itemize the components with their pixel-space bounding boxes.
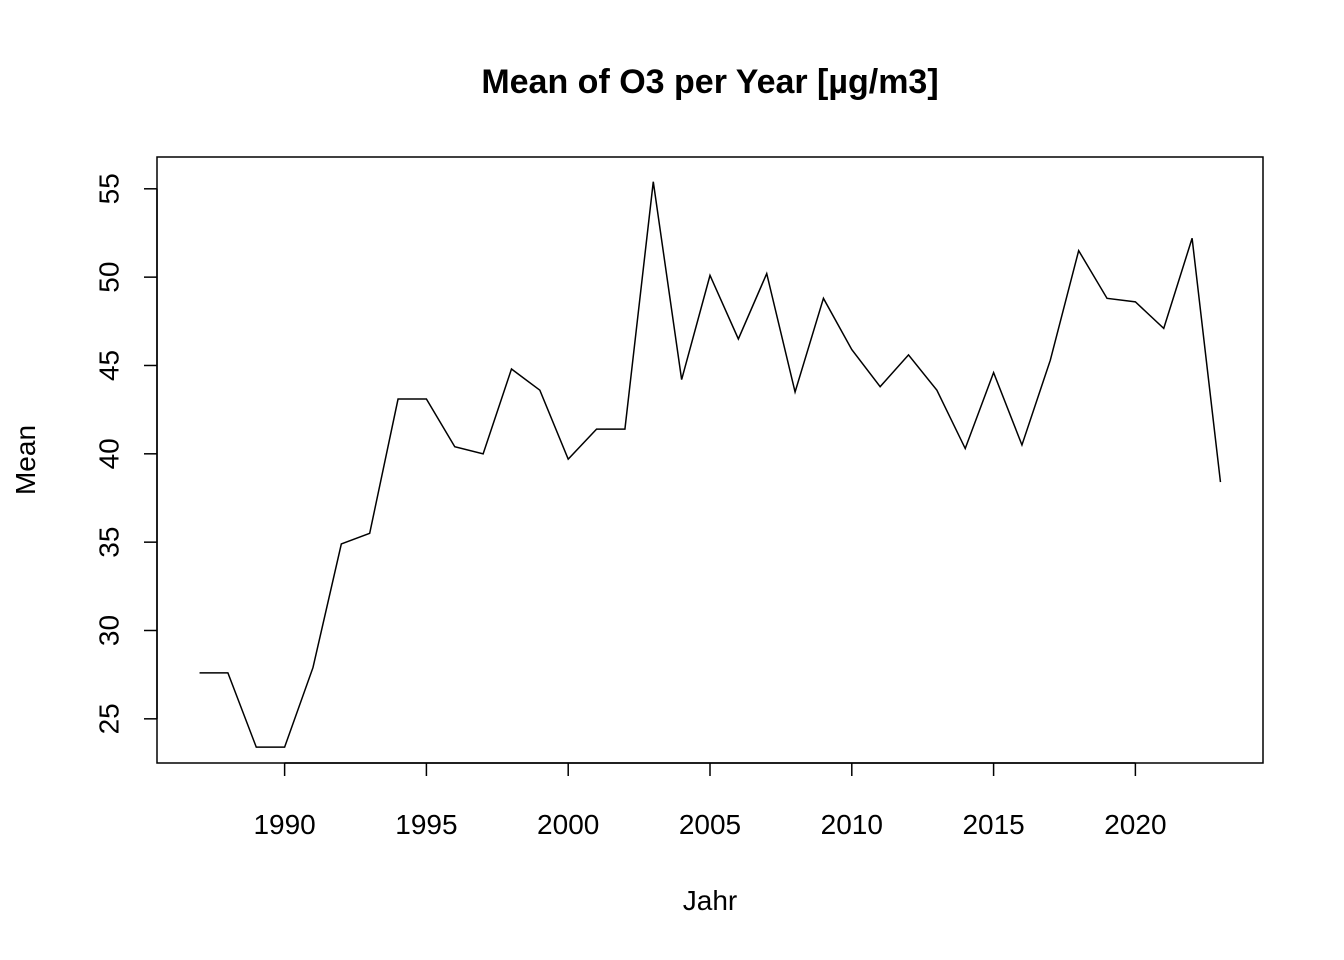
y-tick-label: 45 xyxy=(93,350,124,381)
y-tick-label: 55 xyxy=(93,173,124,204)
y-tick-label: 25 xyxy=(93,703,124,734)
y-tick-label: 40 xyxy=(93,438,124,469)
series-line xyxy=(199,181,1222,748)
x-tick-label: 2010 xyxy=(821,809,883,840)
y-tick-label: 30 xyxy=(93,615,124,646)
chart-title: Mean of O3 per Year [µg/m3] xyxy=(481,63,938,101)
x-tick-label: 2000 xyxy=(537,809,599,840)
series-group xyxy=(199,181,1222,748)
y-tick-label: 35 xyxy=(93,527,124,558)
x-tick-label: 2015 xyxy=(962,809,1024,840)
plot-frame xyxy=(156,156,1264,764)
x-tick-label: 2020 xyxy=(1104,809,1166,840)
x-axis-label: Jahr xyxy=(683,885,737,916)
y-tick-label: 50 xyxy=(93,262,124,293)
x-tick-label: 1995 xyxy=(395,809,457,840)
x-tick-label: 1990 xyxy=(253,809,315,840)
x-axis: 1990 1995 2000 2005 2010 2015 2020 xyxy=(253,762,1167,840)
y-axis-label: Mean xyxy=(10,425,41,495)
y-axis: 25 30 35 40 45 50 55 xyxy=(93,173,158,734)
x-tick-label: 2005 xyxy=(679,809,741,840)
